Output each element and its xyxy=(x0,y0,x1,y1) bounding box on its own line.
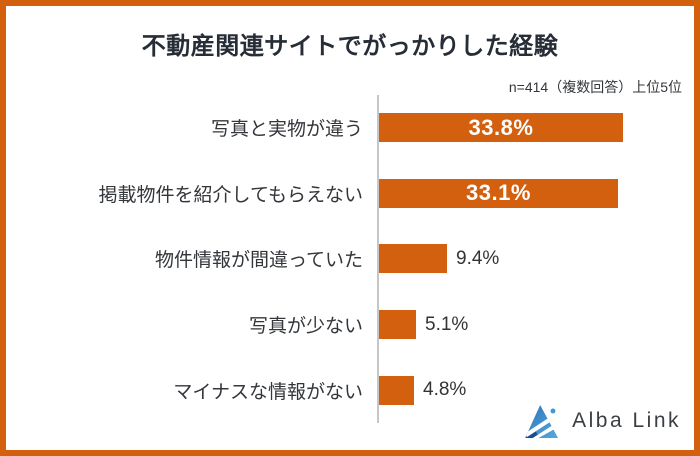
alba-link-logo: Alba Link xyxy=(524,401,681,441)
alba-link-triangle-icon xyxy=(525,404,559,439)
bar: 33.1% xyxy=(379,178,618,208)
bar-row: 写真が少ない 5.1% xyxy=(6,292,694,358)
alba-link-logo-text: Alba Link xyxy=(572,409,681,432)
value-label: 5.1% xyxy=(425,313,469,335)
value-label: 9.4% xyxy=(456,247,500,269)
category-label: 物件情報が間違っていた xyxy=(154,250,363,272)
value-label: 33.8% xyxy=(468,114,534,140)
chart-title: 不動産関連サイトでがっかりした経験 xyxy=(141,33,559,60)
category-label: 写真と実物が違う xyxy=(210,119,363,141)
bar: 4.8% xyxy=(379,375,466,405)
sample-size-note: n=414（複数回答）上位5位 xyxy=(508,79,682,95)
bar-row: マイナスな情報がない 4.8% xyxy=(6,357,694,423)
value-label: 4.8% xyxy=(423,379,467,401)
bar-row: 物件情報が間違っていた 9.4% xyxy=(6,226,694,292)
category-label: マイナスな情報がない xyxy=(173,381,363,403)
bar-row: 掲載物件を紹介してもらえない 33.1% xyxy=(6,161,694,227)
bar: 5.1% xyxy=(379,310,468,340)
category-label: 写真が少ない xyxy=(248,316,363,338)
bar: 9.4% xyxy=(379,244,499,274)
bar-chart: 写真と実物が違う 33.8% 掲載物件を紹介してもらえない 33.1% 物件情報… xyxy=(6,95,694,423)
bar: 33.8% xyxy=(379,113,623,143)
bar-row: 写真と実物が違う 33.8% xyxy=(6,95,694,161)
category-label: 掲載物件を紹介してもらえない xyxy=(98,184,363,206)
axis-line xyxy=(377,95,379,423)
value-label: 33.1% xyxy=(466,180,531,206)
